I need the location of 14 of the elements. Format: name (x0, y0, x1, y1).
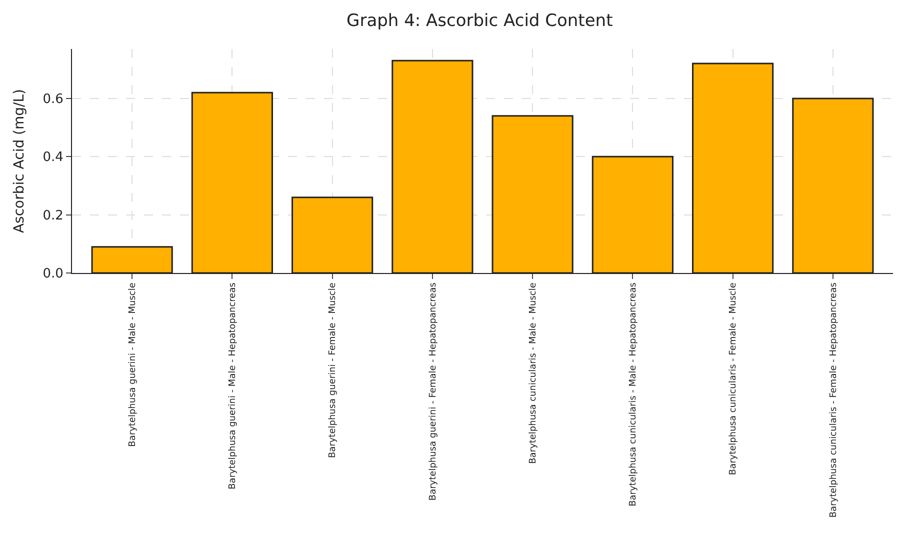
y-tick-label: 0.0 (42, 266, 64, 282)
x-tick-label: Barytelphusa guerini - Male - Muscle (128, 282, 138, 447)
y-axis-title: Ascorbic Acid (mg/L) (11, 88, 28, 234)
chart-title: Graph 4: Ascorbic Acid Content (346, 10, 614, 31)
y-tick-label: 0.6 (42, 92, 64, 107)
x-tick-label: Barytelphusa cunicularis - Male - Hepatopancreas (628, 282, 639, 506)
x-tick-label: Barytelphusa cunicularis - Male - Muscle (528, 282, 538, 464)
x-tick-label: Barytelphusa guerini - Female - Muscle (328, 282, 338, 458)
x-tick-label: Barytelphusa guerini - Male - Hepatopancreas (228, 282, 238, 490)
x-tick-label: Barytelphusa cunicularis - Female - Muscle (728, 282, 739, 476)
y-tick-label: 0.2 (42, 208, 64, 224)
y-tick-label: 0.4 (42, 150, 64, 166)
x-tick-label: Barytelphusa cunicularis - Female - Hepatopancreas (828, 282, 839, 518)
x-tick-label: Barytelphusa guerini - Female - Hepatopancreas (428, 282, 438, 501)
